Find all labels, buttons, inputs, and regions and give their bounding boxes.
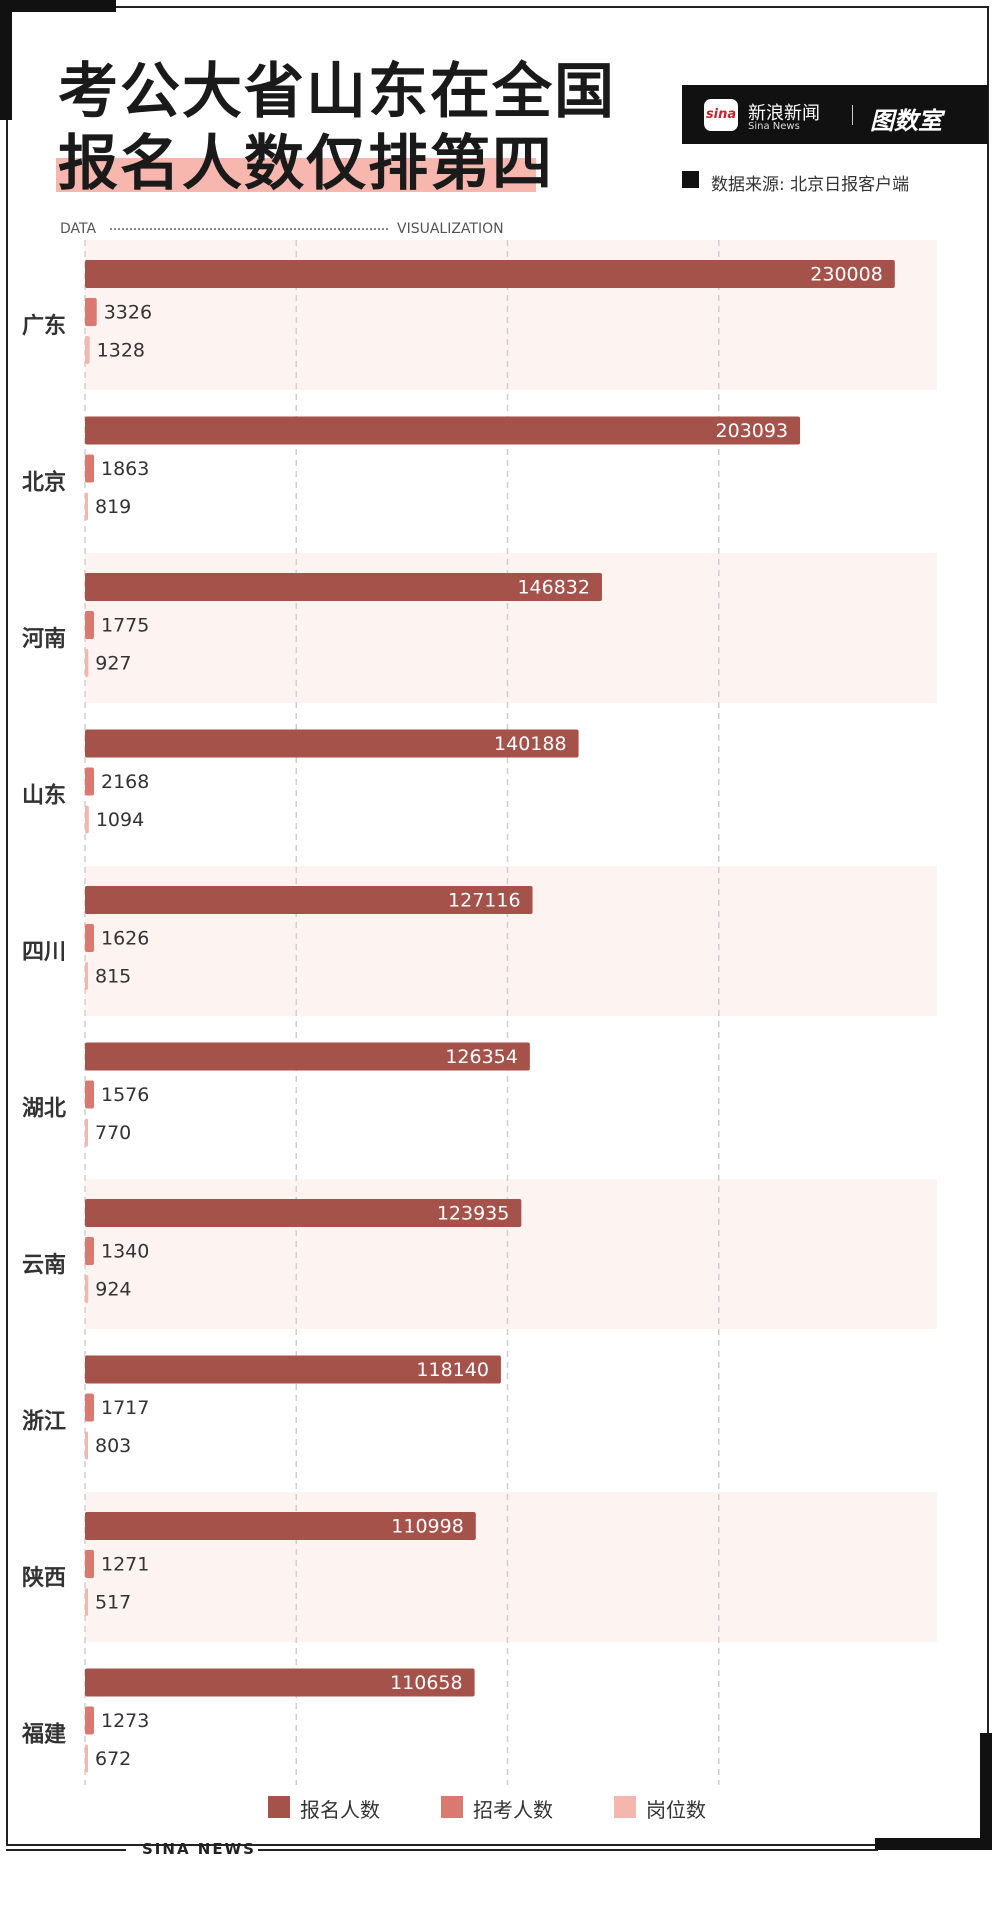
bar-recruits	[85, 1550, 94, 1578]
bar-positions	[85, 336, 90, 364]
bar-applicants	[85, 260, 895, 288]
legend-swatch	[441, 1796, 463, 1818]
legend-label: 岗位数	[646, 1798, 706, 1822]
data-label: 2168	[101, 771, 149, 793]
data-label: DATA	[60, 221, 97, 237]
brand-name: 新浪新闻	[748, 103, 820, 124]
bar-recruits	[85, 1080, 94, 1109]
bar-positions	[85, 805, 89, 834]
bar-applicants	[85, 886, 533, 914]
bar-recruits	[85, 924, 94, 952]
category-label: 陕西	[22, 1566, 66, 1591]
brand-banner: sina 新浪新闻 Sina News 图数室	[682, 85, 988, 144]
corner-decoration	[0, 0, 12, 120]
data-label: 140188	[494, 733, 567, 755]
legend-label: 招考人数	[473, 1798, 553, 1822]
data-label: 1094	[96, 809, 144, 831]
bar-positions	[85, 492, 88, 521]
bar-applicants	[85, 1355, 501, 1384]
data-label: 1717	[101, 1397, 149, 1419]
brand-column-logo: 图数室	[870, 107, 942, 135]
data-label: 770	[95, 1122, 131, 1144]
data-label: 110998	[391, 1516, 464, 1538]
data-label: 672	[95, 1748, 131, 1770]
bar-positions	[85, 649, 89, 677]
brand-separator	[852, 105, 853, 125]
data-label: 126354	[445, 1046, 518, 1068]
data-label: 203093	[716, 420, 789, 442]
title-highlight	[56, 158, 536, 192]
bar-positions	[85, 1744, 88, 1773]
footer-brand: SINA NEWS	[142, 1840, 256, 1858]
chart-title-line1: 考公大省山东在全国	[58, 57, 616, 127]
data-label: 1328	[97, 340, 145, 362]
footer-rule	[258, 1849, 878, 1851]
data-label: 815	[95, 966, 131, 988]
bar-applicants	[85, 1512, 476, 1540]
data-label: 819	[95, 496, 131, 518]
corner-decoration	[0, 0, 116, 12]
category-label: 北京	[22, 470, 66, 496]
category-label: 四川	[22, 940, 66, 965]
data-label: 230008	[810, 264, 883, 286]
data-label: 1273	[101, 1710, 149, 1732]
data-label: 1863	[101, 458, 149, 480]
bar-recruits	[85, 454, 94, 483]
category-label: 福建	[21, 1723, 66, 1748]
data-label: 127116	[448, 890, 521, 912]
category-label: 广东	[22, 313, 66, 339]
bar-applicants	[85, 1199, 522, 1227]
bar-recruits	[85, 298, 97, 326]
data-label: 517	[95, 1592, 131, 1614]
bar-recruits	[85, 1393, 94, 1422]
bar-positions	[85, 1118, 88, 1147]
data-label: 1775	[101, 615, 149, 637]
footer-rule	[6, 1849, 126, 1851]
data-label: 3326	[104, 302, 152, 324]
page-frame	[6, 6, 989, 1846]
brand-subtitle: Sina News	[748, 121, 800, 132]
bar-recruits	[85, 767, 94, 796]
legend-swatch	[614, 1796, 636, 1818]
bar-positions	[85, 1588, 88, 1616]
bar-applicants	[85, 573, 602, 601]
data-label: 1626	[101, 928, 149, 950]
sina-logo-icon: sina	[704, 99, 738, 131]
corner-decoration	[875, 1838, 992, 1850]
bar-applicants	[85, 729, 579, 758]
data-label: 110658	[390, 1672, 463, 1694]
category-label: 云南	[22, 1253, 66, 1278]
bar-recruits	[85, 1237, 94, 1265]
data-label: 924	[95, 1279, 131, 1301]
data-label: 118140	[416, 1359, 489, 1381]
corner-decoration	[980, 1733, 992, 1850]
category-label: 山东	[22, 783, 66, 809]
data-label: 1340	[101, 1241, 149, 1263]
data-source: 数据来源: 北京日报客户端	[711, 175, 910, 195]
data-label: 1271	[101, 1554, 149, 1576]
data-label: 803	[95, 1435, 131, 1457]
bar-positions	[85, 962, 88, 990]
bar-positions	[85, 1275, 89, 1303]
dotted-divider	[110, 228, 388, 230]
data-label: 123935	[437, 1203, 510, 1225]
bar-positions	[85, 1431, 88, 1460]
chart-title-line2: 报名人数仅排第四	[58, 129, 554, 199]
bar-recruits	[85, 611, 94, 639]
bar-chart: 广东 230008 3326 1328 北京 203093 1863 819 河南 146832 1…	[21, 240, 937, 1785]
category-label: 浙江	[22, 1410, 66, 1435]
bar-applicants	[85, 1042, 530, 1071]
source-square-icon	[682, 171, 699, 188]
data-label: 1576	[101, 1084, 149, 1106]
bar-applicants	[85, 1668, 475, 1697]
category-label: 河南	[22, 627, 66, 652]
category-label: 湖北	[22, 1097, 66, 1122]
visualization-label: VISUALIZATION	[397, 221, 504, 237]
legend-label: 报名人数	[300, 1798, 380, 1822]
data-label: 927	[95, 653, 131, 675]
data-label: 146832	[517, 577, 590, 599]
legend-swatch	[268, 1796, 290, 1818]
bar-applicants	[85, 416, 801, 445]
bar-recruits	[85, 1706, 94, 1735]
